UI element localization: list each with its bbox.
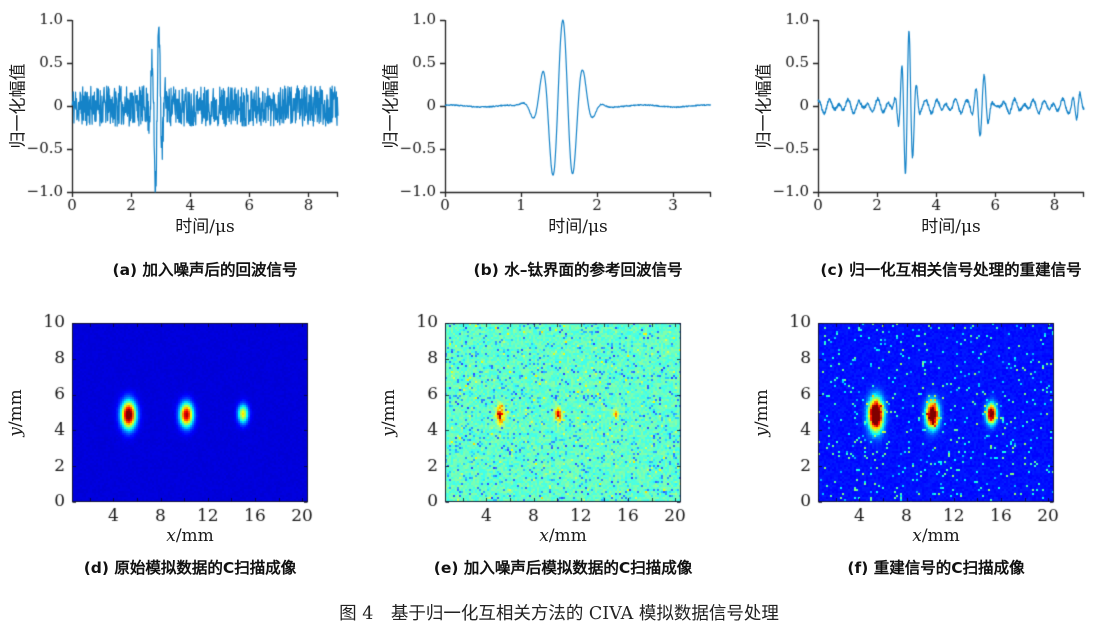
panel-b: 归一化幅值 时间/μs (b) 水–钛界面的参考回波信号 (373, 0, 745, 292)
panel-e: y/mm x/mm (e) 加入噪声后模拟数据的C扫描成像 (373, 292, 745, 590)
cscan-plot-d (0, 292, 372, 552)
y-axis-label-d: y/mm (6, 389, 26, 437)
x-axis-label-a: 时间/μs (175, 217, 235, 237)
panel-caption-b: (b) 水–钛界面的参考回波信号 (473, 261, 683, 279)
panel-caption-c: (c) 归一化互相关信号处理的重建信号 (820, 261, 1082, 279)
panel-caption-e: (e) 加入噪声后模拟数据的C扫描成像 (433, 559, 693, 577)
y-axis-label-c: 归一化幅值 (754, 63, 775, 149)
waveform-plot-a (0, 0, 372, 252)
cscan-plot-f (746, 292, 1118, 552)
x-axis-label-d: x/mm (166, 526, 214, 546)
x-axis-label-b: 时间/μs (548, 217, 608, 237)
panel-caption-a: (a) 加入噪声后的回波信号 (112, 261, 298, 279)
y-axis-label-a: 归一化幅值 (8, 63, 29, 149)
panel-c: 归一化幅值 时间/μs (c) 归一化互相关信号处理的重建信号 (746, 0, 1118, 292)
panel-f: y/mm x/mm (f) 重建信号的C扫描成像 (746, 292, 1118, 590)
figure-caption: 图 4 基于归一化互相关方法的 CIVA 模拟数据信号处理 (339, 604, 779, 624)
x-axis-label-e: x/mm (539, 526, 587, 546)
y-axis-label-b: 归一化幅值 (381, 63, 402, 149)
x-axis-label-f: x/mm (912, 526, 960, 546)
x-axis-label-c: 时间/μs (921, 217, 981, 237)
waveform-plot-b (373, 0, 745, 252)
cscan-plot-e (373, 292, 745, 552)
panel-d: y/mm x/mm (d) 原始模拟数据的C扫描成像 (0, 292, 372, 590)
waveform-plot-c (746, 0, 1118, 252)
y-axis-label-e: y/mm (379, 389, 399, 437)
panel-caption-f: (f) 重建信号的C扫描成像 (847, 559, 1025, 577)
panel-a: 归一化幅值 时间/μs (a) 加入噪声后的回波信号 (0, 0, 372, 292)
panel-caption-d: (d) 原始模拟数据的C扫描成像 (83, 559, 297, 577)
y-axis-label-f: y/mm (752, 389, 772, 437)
